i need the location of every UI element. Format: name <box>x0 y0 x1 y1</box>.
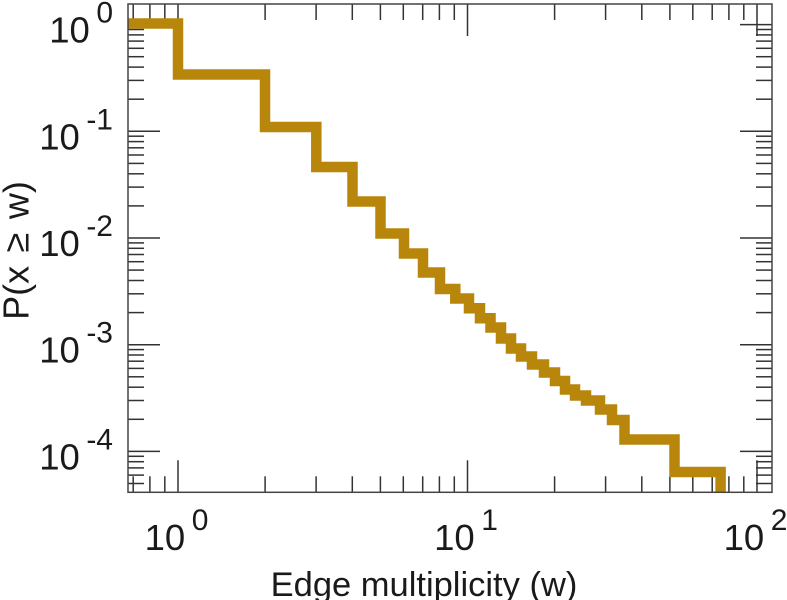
svg-text:Edge multiplicity (w): Edge multiplicity (w) <box>271 566 578 600</box>
svg-text:102: 10 2 <box>724 504 787 558</box>
svg-text:P(x ≥ w): P(x ≥ w) <box>0 181 37 320</box>
